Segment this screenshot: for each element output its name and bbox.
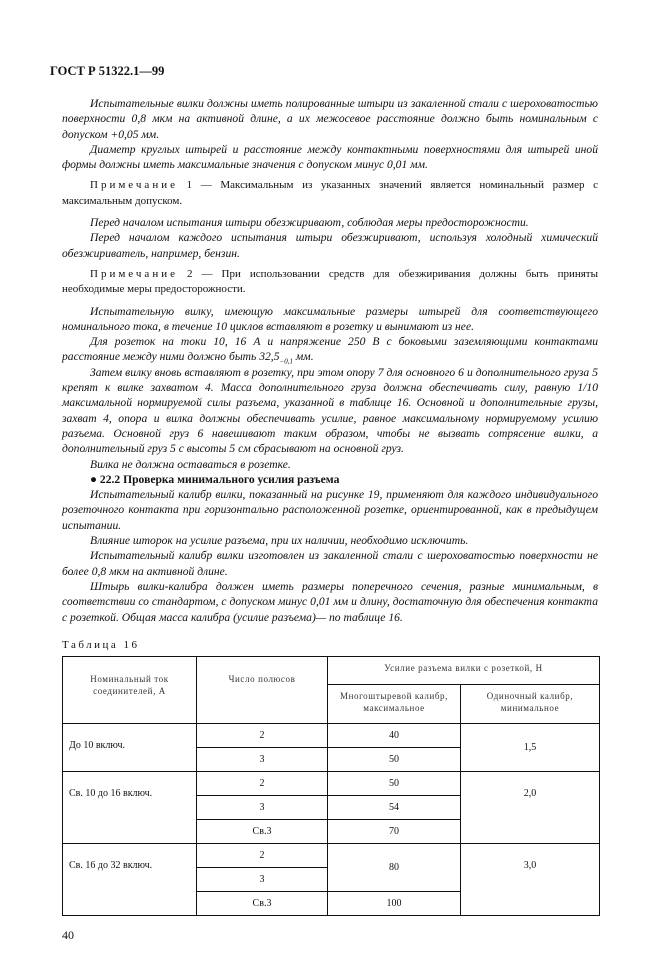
cell-poles: 3 [196,746,328,772]
header-multi: Многоштыревой калибр, максимальное [327,683,461,724]
paragraph: Штырь вилки-калибра должен иметь размеры… [62,579,598,624]
paragraph: Диаметр круглых штырей и расстояние межд… [62,142,598,172]
paragraph: Испытательную вилку, имеющую максимальны… [62,304,598,333]
header-poles: Число полюсов [196,655,328,724]
paragraph: Испытательный калибр вилки изготовлен из… [62,549,598,578]
cell-single: 3,0 [460,842,600,916]
table-row: До 10 включ. 2 40 1,5 [62,722,600,772]
paragraph: Вилка не должна оставаться в розетке. [90,457,291,471]
cell-multi: 54 [327,794,461,820]
document-page: ГОСТ Р 51322.1—99 Испытательные вилки до… [50,0,600,962]
note-label: Примечание [90,267,178,280]
tolerance-subscript: −0,1 [279,357,293,366]
cell-poles: 3 [196,794,328,820]
table-row: 3 [63,866,600,892]
section-heading: ● 22.2 Проверка минимального усилия разъ… [90,472,340,486]
cell-multi: 80 [327,842,461,892]
cell-poles: 3 [196,866,328,892]
note-text: 2 — При использовании средств для обезжи… [62,267,598,296]
cell-poles: 2 [196,722,328,748]
header-single: Одиночный калибр, минимальное [460,683,600,724]
cell-single: 2,0 [460,770,600,844]
cell-multi: 50 [327,770,461,796]
note-text: 1 — Максимальным из указанных значений я… [62,179,598,207]
note-label: Примечание [90,179,178,192]
cell-single: 1,5 [460,722,600,772]
cell-poles: Св.3 [196,890,328,916]
page-number: 40 [62,927,74,942]
cell-multi: 100 [327,890,461,916]
table-row: Св. 16 до 32 включ. 2 80 3,0 [62,842,600,916]
paragraph: Для розеток на токи 10, 16 А и напряжени… [62,334,598,365]
document-header: ГОСТ Р 51322.1—99 [50,64,165,78]
cell-poles: 2 [196,770,328,796]
cell-current: Св. 16 до 32 включ. [62,842,197,916]
cell-current: До 10 включ. [62,722,197,772]
cell-multi: 70 [327,818,461,844]
unit: мм. [293,350,314,364]
paragraph: Испытательный калибр вилки, показанный н… [62,488,598,532]
paragraph: Влияние шторок на усилие разъема, при их… [90,534,469,548]
paragraph-text: Для розеток на токи 10, 16 А и напряжени… [62,335,598,364]
paragraph: Затем вилку вновь вставляют в розетку, п… [62,365,598,456]
cell-current: Св. 10 до 16 включ. [62,770,197,844]
table-caption: Таблица 16 [62,638,140,651]
cell-multi: 40 [327,722,461,748]
table-row: Св. 10 до 16 включ. 2 50 2,0 [62,770,600,844]
cell-multi: 50 [327,746,461,772]
table-row: Св.3 100 [63,890,600,916]
cell-poles: 2 [196,842,328,868]
header-force: Усилие разъема вилки с розеткой, Н [327,655,600,685]
note-2: Примечание 2 — При использовании средств… [62,267,598,298]
note-1: Примечание 1 — Максимальным из указанных… [62,178,598,209]
paragraph: Перед началом каждого испытания штыри об… [62,231,598,260]
paragraph: Испытательные вилки должны иметь полиров… [62,97,598,141]
paragraph: Перед началом испытания штыри обезжирива… [90,216,529,230]
table-16: Номинальный ток соединителей, А Число по… [62,655,600,916]
header-current: Номинальный ток соединителей, А [62,655,197,724]
cell-poles: Св.3 [196,818,328,844]
table-row: Св.3 70 [63,818,600,844]
